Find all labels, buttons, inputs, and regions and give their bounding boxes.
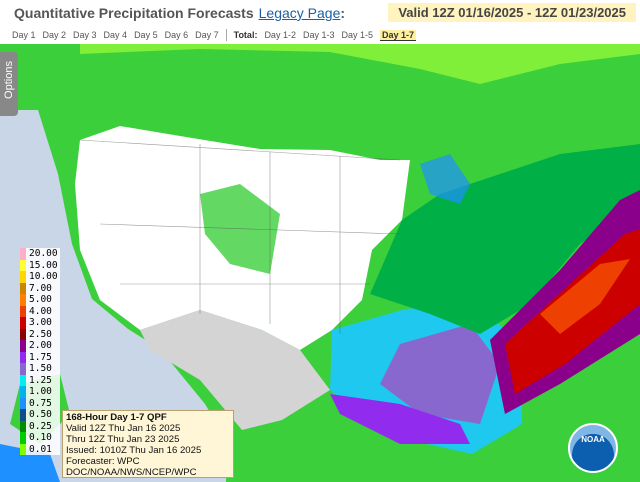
day-tab[interactable]: Day 3 [73, 30, 97, 40]
legend-label: 5.00 [29, 294, 52, 306]
legend-swatch [20, 363, 26, 375]
info-line: 168-Hour Day 1-7 QPF [66, 412, 167, 423]
legend-label: 4.00 [29, 305, 52, 317]
page-title: Quantitative Precipitation Forecasts Lega… [14, 5, 345, 21]
day-tab[interactable]: Day 2 [42, 30, 67, 40]
legend-swatch [20, 294, 26, 306]
total-tab[interactable]: Day 1-3 [302, 30, 335, 40]
info-line: DOC/NOAA/NWS/NCEP/WPC [66, 467, 197, 478]
day-tab[interactable]: Day 5 [134, 30, 158, 40]
day-tab[interactable]: Day 6 [164, 30, 189, 40]
day-tab[interactable]: Day 7 [195, 30, 219, 40]
legend-label: 0.01 [29, 443, 52, 455]
title-text: Quantitative Precipitation Forecasts [14, 5, 254, 21]
legend-label: 10.00 [29, 271, 58, 283]
legend-swatch [20, 351, 26, 363]
legacy-link[interactable]: Legacy Page [258, 5, 341, 21]
info-line: Thru 12Z Thu Jan 23 2025 [66, 434, 180, 445]
legend-row: 7.00 [20, 282, 60, 294]
info-line: Issued: 1010Z Thu Jan 16 2025 [66, 445, 202, 456]
legend-label: 20.00 [29, 248, 58, 260]
legend-row: 2.00 [20, 340, 60, 352]
legend-row: 2.50 [20, 328, 60, 340]
legend-swatch [20, 248, 26, 260]
legend-row: 4.00 [20, 305, 60, 317]
legend-row: 5.00 [20, 294, 60, 306]
total-label: Total: [233, 30, 258, 40]
info-box: 168-Hour Day 1-7 QPF Valid 12Z Thu Jan 16… [62, 410, 234, 478]
legend-row: 1.00 [20, 386, 60, 398]
noaa-logo: NOAA [568, 423, 618, 473]
legend-label: 15.00 [29, 259, 58, 271]
legend-swatch [20, 282, 26, 294]
legend: 20.00 15.00 10.00 7.00 5.00 4.00 3.00 2.50 2.00 1… [20, 248, 60, 455]
info-line: Forecaster: WPC [66, 456, 140, 467]
legend-row: 1.50 [20, 363, 60, 375]
legend-swatch [20, 386, 26, 398]
legend-swatch [20, 259, 26, 271]
legend-swatch [20, 443, 26, 455]
legend-label: 0.10 [29, 432, 52, 444]
tabs: Day 1 Day 2 Day 3 Day 4 Day 5 Day 6 Day 7 Total… [12, 27, 417, 43]
day-tab[interactable]: Day 4 [103, 30, 128, 40]
legend-swatch [20, 271, 26, 283]
qpf-map [0, 44, 640, 482]
legend-swatch [20, 328, 26, 340]
total-tab[interactable]: Day 1-5 [341, 30, 373, 40]
legend-label: 1.00 [29, 386, 52, 398]
legend-label: 7.00 [29, 282, 52, 294]
legend-row: 10.00 [20, 271, 60, 283]
legend-label: 1.75 [29, 351, 52, 363]
link-suffix: : [340, 5, 346, 21]
legend-swatch [20, 340, 26, 352]
legend-row: 1.75 [20, 351, 60, 363]
legend-row: 0.01 [20, 443, 60, 455]
legend-swatch [20, 374, 26, 386]
total-tab[interactable]: Day 1-2 [264, 30, 296, 40]
legend-label: 0.25 [29, 420, 52, 432]
legend-label: 0.50 [29, 409, 52, 421]
legend-swatch [20, 397, 26, 409]
day-tab[interactable]: Day 1 [12, 30, 36, 40]
legend-swatch [20, 317, 26, 329]
legend-label: 1.25 [29, 374, 52, 386]
legend-row: 1.25 [20, 374, 60, 386]
options-label: Options [3, 61, 15, 99]
legend-label: 1.50 [29, 363, 52, 375]
total-tab[interactable]: Day 1-7 [379, 29, 417, 41]
valid-period: Valid 12Z 01/16/2025 - 12Z 01/23/2025 [388, 3, 636, 22]
legend-label: 2.50 [29, 328, 52, 340]
legend-row: 0.10 [20, 432, 60, 444]
separator [225, 29, 227, 41]
legend-row: 0.25 [20, 420, 60, 432]
options-tab[interactable]: Options [0, 52, 18, 116]
header: Quantitative Precipitation Forecasts Lega… [0, 0, 640, 26]
legend-label: 3.00 [29, 317, 52, 329]
legend-swatch [20, 305, 26, 317]
legend-swatch [20, 432, 26, 444]
legend-row: 3.00 [20, 317, 60, 329]
legend-label: 2.00 [29, 340, 52, 352]
legend-label: 0.75 [29, 397, 52, 409]
legend-swatch [20, 409, 26, 421]
legend-row: 20.00 [20, 248, 60, 260]
legend-row: 15.00 [20, 259, 60, 271]
legend-swatch [20, 420, 26, 432]
legend-row: 0.75 [20, 397, 60, 409]
legend-row: 0.50 [20, 409, 60, 421]
info-line: Valid 12Z Thu Jan 16 2025 [66, 423, 181, 434]
